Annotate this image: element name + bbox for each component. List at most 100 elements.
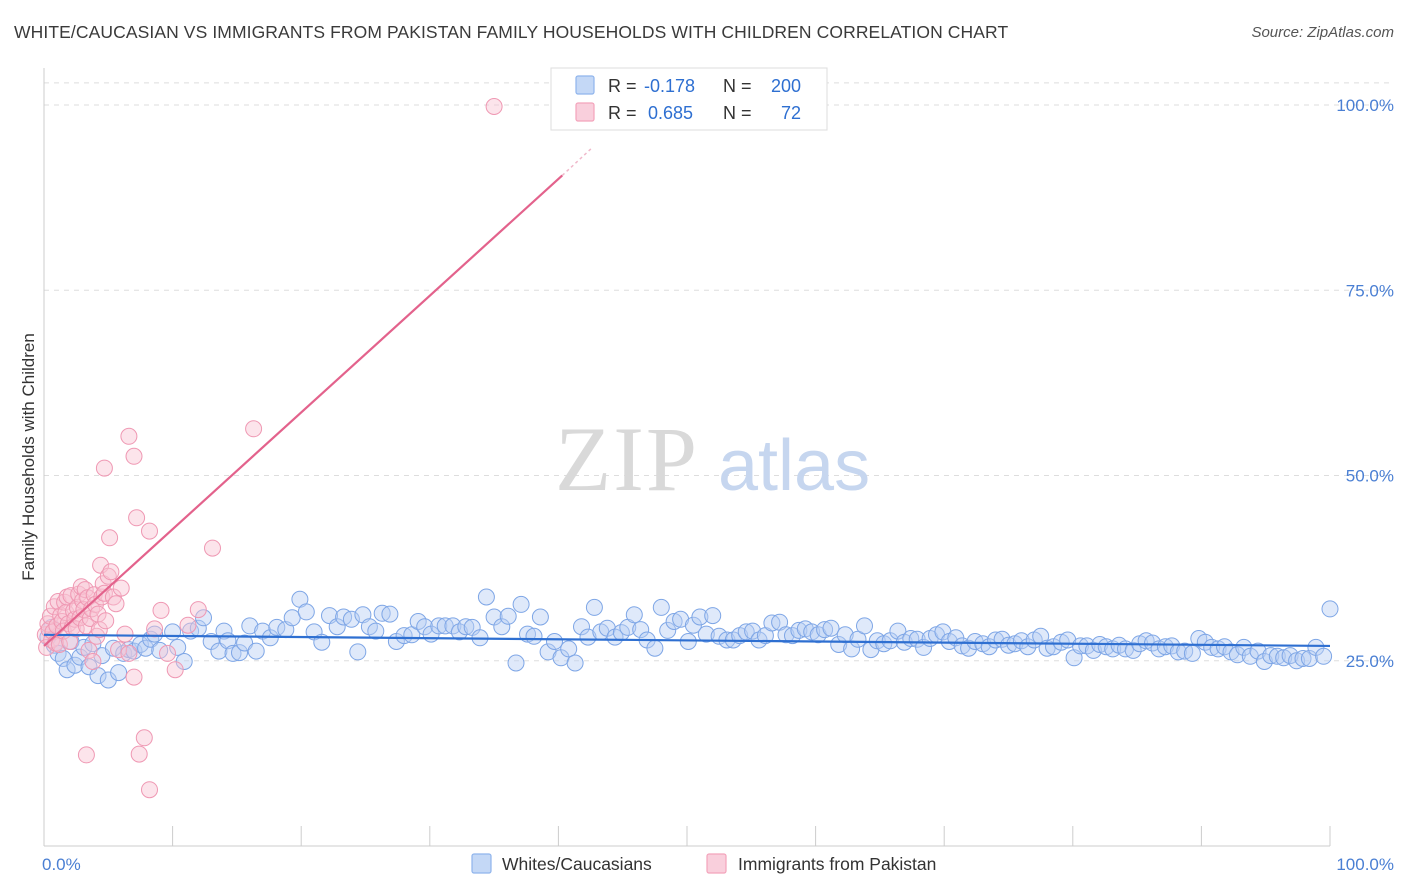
pakistan-point <box>135 729 153 747</box>
whites-point <box>493 618 511 636</box>
pakistan-point <box>141 781 158 799</box>
pakistan-point <box>166 661 184 679</box>
whites-point <box>822 619 840 637</box>
whites-point <box>477 588 495 606</box>
y-axis-title: Family Households with Children <box>19 333 38 581</box>
whites-point <box>1255 653 1273 670</box>
pakistan-point <box>110 641 128 659</box>
stats-r-label-pink: R = <box>608 103 637 123</box>
x-tick-label-max: 100.0% <box>1336 855 1394 874</box>
whites-point <box>816 621 834 639</box>
whites-point <box>625 606 643 624</box>
pakistan-point <box>152 601 170 619</box>
pakistan-point <box>67 620 85 638</box>
whites-point <box>215 622 233 640</box>
chart-title: WHITE/CAUCASIAN VS IMMIGRANTS FROM PAKIS… <box>14 22 1009 42</box>
pakistan-point <box>125 447 143 465</box>
pakistan-point <box>116 625 134 643</box>
pakistan-point <box>112 579 130 597</box>
legend-swatch-pakistan <box>706 853 727 874</box>
source-label: Source: ZipAtlas.com <box>1251 24 1394 41</box>
whites-point <box>856 617 873 635</box>
whites-point <box>691 608 709 626</box>
whites-point <box>1294 650 1312 667</box>
pakistan-point <box>99 567 117 585</box>
pakistan-point <box>95 584 113 602</box>
whites-point <box>830 636 848 653</box>
stats-n-label-blue: N = <box>723 76 752 96</box>
stats-n-value-pink: 72 <box>781 103 801 123</box>
pakistan-point <box>101 529 119 547</box>
watermark: ZIP atlas <box>555 408 870 510</box>
pakistan-point <box>125 668 143 686</box>
whites-point <box>744 622 762 640</box>
whites-point <box>499 607 517 625</box>
pakistan-point <box>159 644 176 662</box>
pakistan-point <box>97 612 115 630</box>
stats-n-value-blue: 200 <box>771 76 801 96</box>
trend-line-whites <box>43 633 1331 648</box>
whites-point <box>1124 641 1142 659</box>
whites-point <box>1235 638 1253 656</box>
whites-point <box>579 628 597 646</box>
whites-point <box>1072 637 1089 655</box>
whites-point <box>790 621 808 639</box>
whites-point <box>1288 652 1306 670</box>
whites-point <box>224 644 242 662</box>
whites-point <box>512 595 530 613</box>
whites-point <box>444 617 462 635</box>
whites-point <box>457 618 475 636</box>
whites-point <box>1084 641 1102 659</box>
pakistan-point <box>120 644 138 662</box>
whites-point <box>430 617 448 635</box>
stats-n-label-pink: N = <box>723 103 752 123</box>
whites-point <box>241 617 259 635</box>
whites-point <box>704 607 722 625</box>
trend-lines <box>43 147 1331 648</box>
whites-point <box>546 633 563 650</box>
whites-point <box>659 621 677 639</box>
whites-point <box>137 639 155 657</box>
whites-point <box>146 625 164 643</box>
y-tick-label-50: 50.0% <box>1346 467 1394 486</box>
x-axis-ticks <box>43 826 1331 846</box>
whites-point <box>1183 644 1201 662</box>
trend-line-pakistan <box>43 174 563 647</box>
pakistan-point <box>120 427 138 445</box>
whites-point <box>652 598 670 616</box>
whites-point <box>1144 634 1161 652</box>
stats-r-value-blue: -0.178 <box>644 76 695 96</box>
whites-point <box>1012 632 1030 650</box>
pakistan-point <box>80 641 98 659</box>
stats-legend-swatch-pink <box>575 102 595 122</box>
whites-point <box>195 609 212 627</box>
whites-point <box>1052 633 1070 651</box>
whites-point <box>531 608 549 626</box>
y-tick-label-25: 25.0% <box>1346 652 1394 671</box>
pakistan-point <box>102 563 120 581</box>
pakistan-point <box>189 601 207 619</box>
whites-point <box>1203 638 1221 656</box>
whites-point <box>632 621 650 639</box>
legend-label-pakistan: Immigrants from Pakistan <box>738 854 936 874</box>
stats-r-value-pink: 0.685 <box>648 103 693 123</box>
legend-label-whites: Whites/Caucasians <box>502 854 652 874</box>
whites-point <box>1315 647 1333 665</box>
pakistan-point <box>146 620 164 638</box>
pakistan-point <box>90 621 108 639</box>
whites-point <box>1268 647 1286 665</box>
pakistan-point <box>179 616 197 634</box>
pakistan-point <box>95 459 113 477</box>
whites-point <box>297 603 315 621</box>
whites-point <box>697 625 715 643</box>
whites-point <box>247 642 265 660</box>
whites-point <box>525 627 543 645</box>
whites-point <box>283 609 301 627</box>
gridlines <box>44 82 1392 662</box>
pakistan-point <box>130 745 148 763</box>
pakistan-point <box>77 746 95 764</box>
watermark-zip: ZIP <box>555 408 699 510</box>
pakistan-point <box>245 420 263 438</box>
whites-point <box>665 613 683 630</box>
